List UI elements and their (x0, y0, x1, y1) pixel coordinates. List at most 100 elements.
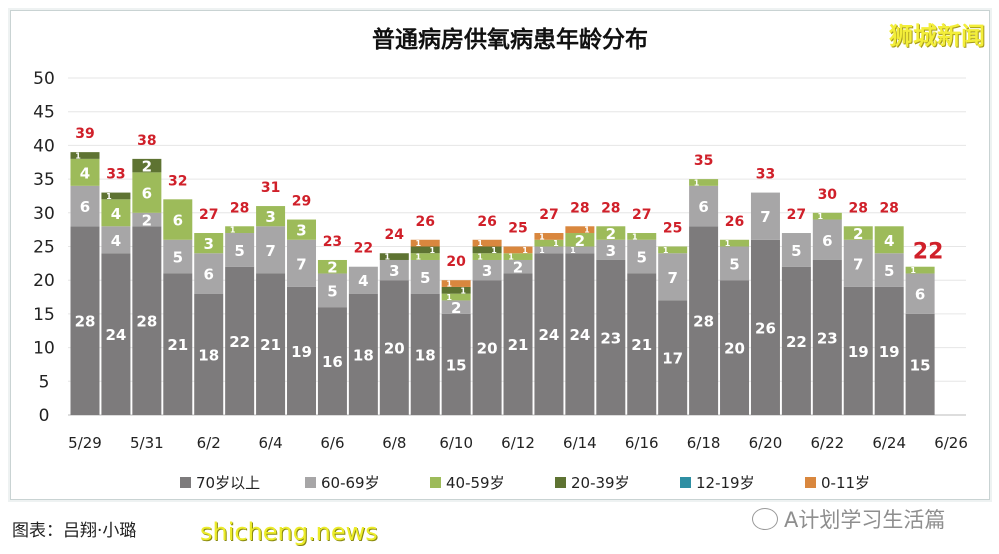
segment-label: 1 (415, 239, 421, 248)
bar-segment (70, 226, 100, 415)
segment-label: 20 (477, 340, 498, 358)
legend-label: 0-11岁 (821, 474, 870, 492)
bar-segment (101, 253, 131, 415)
total-label: 28 (879, 200, 898, 216)
segment-label: 28 (693, 313, 714, 331)
segment-label: 1 (477, 253, 483, 262)
bar-segment (472, 246, 502, 254)
bar-segment (596, 239, 626, 260)
bar-segment (472, 280, 502, 415)
segment-label: 1 (584, 226, 590, 235)
segment-label: 4 (111, 232, 121, 250)
bar-segment (317, 307, 347, 415)
y-tick-label: 25 (33, 238, 55, 258)
segment-label: 1 (230, 226, 236, 235)
bar-segment (287, 239, 317, 287)
segment-label: 1 (415, 253, 421, 262)
segment-label: 2 (142, 212, 152, 230)
segment-label: 2 (327, 259, 337, 277)
bar-segment (720, 246, 750, 281)
segment-label: 7 (760, 208, 770, 226)
bar-segment (441, 293, 471, 301)
segment-label: 28 (136, 313, 157, 331)
y-tick-label: 30 (33, 204, 55, 224)
bar-segment (874, 253, 904, 287)
total-label: 31 (261, 180, 280, 196)
bar-segment (256, 273, 286, 415)
bar-segment (503, 259, 533, 274)
bar-segment (410, 253, 440, 260)
segment-label: 4 (884, 232, 894, 250)
segment-label: 1 (106, 192, 112, 201)
segment-label: 6 (142, 185, 152, 203)
bar-segment (256, 206, 286, 227)
bar-segment (317, 259, 347, 274)
segment-label: 5 (791, 242, 801, 260)
y-tick-label: 10 (33, 339, 55, 359)
segment-label: 1 (508, 253, 514, 262)
y-tick-label: 35 (33, 170, 55, 190)
bar-segment (472, 253, 502, 260)
legend: 70岁以上 60-69岁 40-59岁 20-39岁 12-19岁 0-11岁 (180, 474, 870, 492)
total-label: 26 (415, 214, 434, 230)
wechat-account: A计划学习生活篇 (784, 508, 946, 532)
chart-title: 普通病房供氧病患年龄分布 (372, 26, 648, 53)
segment-label: 2 (853, 225, 863, 243)
y-tick-label: 5 (39, 372, 50, 392)
segment-label: 1 (75, 152, 81, 161)
segment-label: 1 (429, 246, 435, 255)
total-label: 26 (725, 214, 744, 230)
watermark-wechat: A计划学习生活篇 (752, 504, 945, 534)
bar-segment (874, 286, 904, 415)
segment-label: 7 (265, 242, 275, 260)
x-tick-label: 6/22 (810, 434, 844, 452)
segment-label: 5 (884, 262, 894, 280)
bar-segment (905, 273, 935, 314)
total-label: 26 (477, 214, 496, 230)
bar-segment (503, 253, 533, 260)
bar-segment (194, 233, 224, 254)
legend-label: 12-19岁 (696, 474, 755, 492)
segment-label: 1 (522, 246, 528, 255)
segment-label: 1 (632, 232, 638, 241)
segment-label: 1 (446, 280, 452, 289)
segment-label: 2 (513, 259, 523, 277)
x-tick-label: 6/18 (687, 434, 721, 452)
segment-label: 3 (204, 235, 214, 253)
segment-label: 6 (915, 286, 925, 304)
segment-label: 22 (229, 333, 250, 351)
segment-label: 1 (477, 239, 483, 248)
bar-segment (534, 253, 564, 415)
legend-swatch (680, 477, 691, 488)
segment-label: 5 (327, 282, 337, 300)
segment-label: 5 (420, 269, 430, 287)
bar-segment (627, 239, 657, 274)
bar-segment (503, 246, 533, 254)
segment-label: 7 (667, 269, 677, 287)
bar-segment (163, 239, 193, 274)
segment-label: 23 (600, 329, 621, 347)
segment-label: 21 (167, 336, 188, 354)
segment-label: 6 (822, 232, 832, 250)
bar-segment (163, 199, 193, 240)
y-tick-label: 50 (33, 69, 55, 89)
x-tick-label: 6/4 (259, 434, 283, 452)
bar-segment (843, 226, 873, 240)
bar-segment (348, 293, 378, 415)
bar-segment (410, 259, 440, 294)
x-tick-label: 6/12 (501, 434, 535, 452)
segment-label: 6 (173, 212, 183, 230)
segment-label: 17 (662, 350, 683, 368)
x-tick-label: 6/2 (197, 434, 221, 452)
segment-label: 2 (606, 225, 616, 243)
segment-label: 24 (539, 326, 560, 344)
bar-segment (781, 266, 811, 415)
bar-segment (534, 239, 564, 247)
segment-label: 3 (296, 222, 306, 240)
segment-label: 5 (234, 242, 244, 260)
segment-label: 3 (606, 242, 616, 260)
wechat-icon (752, 508, 778, 530)
segment-label: 16 (322, 353, 343, 371)
segment-label: 4 (80, 164, 90, 182)
